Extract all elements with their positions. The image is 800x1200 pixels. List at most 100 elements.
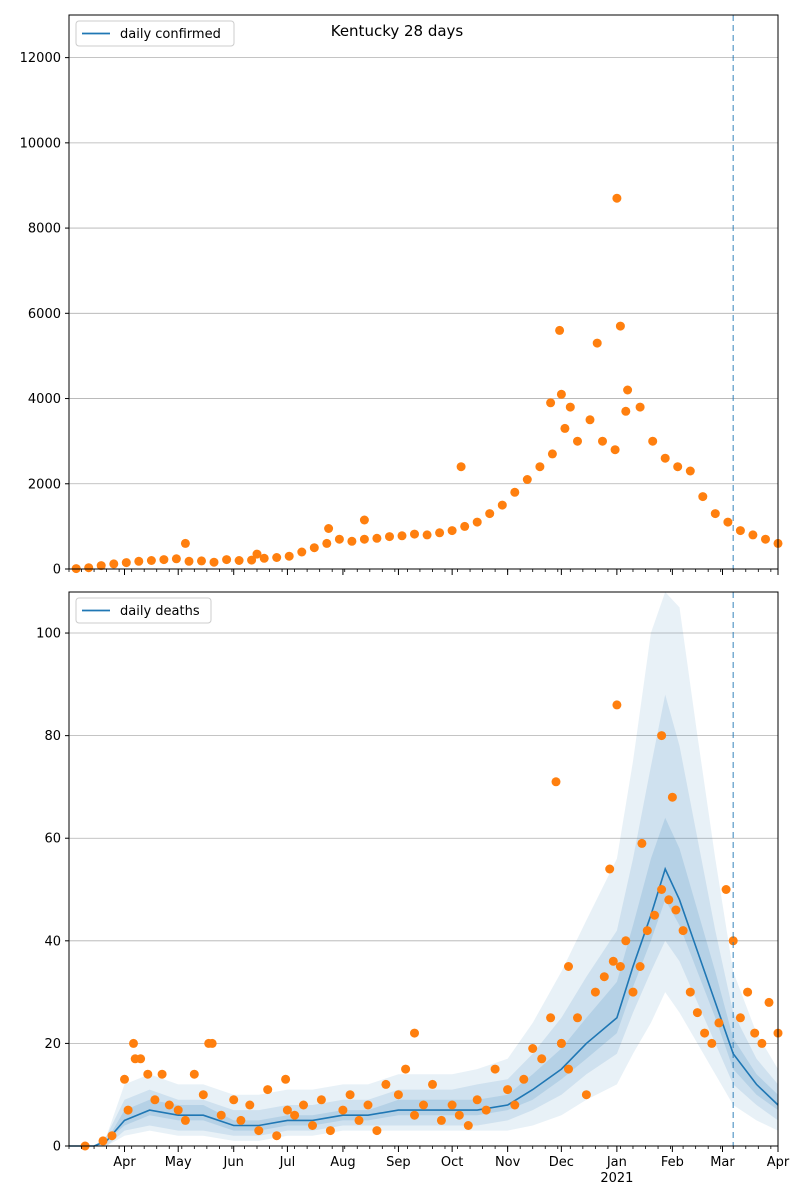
deaths-point: [546, 1013, 556, 1023]
cases-y-axis: 0 2000 4000 6000 8000 10000 12000: [20, 51, 69, 578]
cases-point: [109, 559, 119, 569]
deaths-point: [308, 1121, 317, 1130]
cases-point: [648, 436, 658, 446]
deaths-y-tick-label: 40: [44, 934, 61, 949]
deaths-point: [263, 1085, 273, 1095]
deaths-point: [150, 1095, 160, 1105]
deaths-point: [657, 731, 667, 741]
deaths-point: [551, 777, 561, 787]
cases-point: [197, 556, 206, 566]
cases-point: [447, 526, 457, 536]
cases-point: [121, 558, 131, 568]
deaths-point: [316, 1095, 326, 1105]
deaths-point: [556, 1038, 566, 1048]
cases-panel: 0 2000 4000 6000 8000 10000 12000 daily confir…: [20, 14, 783, 578]
deaths-point: [143, 1069, 153, 1079]
deaths-point: [129, 1038, 138, 1048]
deaths-y-tick-label: 100: [36, 627, 61, 642]
deaths-point: [637, 838, 647, 848]
cases-point: [359, 515, 369, 525]
deaths-point: [678, 926, 688, 936]
cases-y-tick-label: 12000: [20, 51, 61, 66]
deaths-point: [216, 1110, 226, 1120]
cases-point: [660, 453, 670, 463]
cases-point: [234, 556, 244, 565]
deaths-point: [436, 1115, 446, 1125]
deaths-point: [764, 997, 774, 1007]
deaths-year-label: 2021: [600, 1171, 633, 1186]
deaths-point: [123, 1105, 133, 1115]
deaths-point: [685, 987, 695, 997]
cases-point: [159, 555, 169, 565]
cases-y-tick-label: 8000: [28, 222, 61, 237]
deaths-point: [692, 1008, 702, 1018]
deaths-point: [714, 1018, 724, 1028]
cases-point: [334, 534, 344, 544]
deaths-point: [612, 700, 622, 710]
cases-point: [547, 449, 557, 459]
deaths-point: [721, 885, 731, 894]
deaths-x-tick-label: Dec: [549, 1155, 574, 1170]
chart-title: Kentucky 28 days: [331, 22, 464, 40]
cases-point: [535, 462, 545, 472]
cases-point: [612, 193, 622, 203]
deaths-point: [700, 1028, 710, 1038]
deaths-point: [272, 1131, 282, 1141]
cases-point: [592, 338, 602, 348]
deaths-point: [354, 1115, 364, 1125]
deaths-point: [428, 1079, 437, 1089]
deaths-legend-label: daily deaths: [120, 604, 200, 619]
deaths-point: [120, 1074, 129, 1084]
deaths-point: [204, 1038, 214, 1048]
deaths-legend: daily deaths: [75, 597, 212, 624]
deaths-point: [236, 1115, 246, 1125]
cases-point: [180, 538, 190, 548]
deaths-point: [338, 1105, 348, 1115]
deaths-point: [573, 1013, 582, 1023]
cases-point: [615, 321, 625, 331]
deaths-point: [198, 1090, 208, 1100]
cases-point: [209, 557, 219, 567]
cases-point: [222, 555, 232, 565]
cases-y-tick-label: 2000: [28, 477, 61, 492]
deaths-point: [447, 1100, 457, 1110]
deaths-axes-frame: [68, 591, 779, 1147]
cases-point: [385, 532, 394, 542]
cases-legend: daily confirmed: [75, 20, 235, 47]
deaths-y-tick-label: 60: [44, 832, 61, 847]
deaths-point: [463, 1121, 473, 1130]
deaths-point: [757, 1038, 767, 1048]
deaths-y-tick-label: 80: [44, 729, 61, 744]
deaths-point: [657, 885, 667, 894]
deaths-x-tick-label: Jul: [279, 1155, 296, 1170]
deaths-point: [664, 895, 674, 905]
deaths-x-tick-label: Oct: [441, 1155, 463, 1170]
deaths-point: [503, 1085, 513, 1095]
cases-point: [456, 462, 466, 472]
cases-point: [410, 529, 419, 539]
deaths-point: [245, 1100, 255, 1110]
cases-point: [146, 556, 156, 565]
cases-point: [565, 402, 575, 412]
deaths-point: [107, 1131, 117, 1141]
cases-point: [472, 517, 482, 527]
cases-point: [510, 487, 520, 497]
cases-point: [322, 538, 332, 548]
cases-point: [685, 466, 695, 476]
cases-point: [556, 389, 566, 399]
cases-point: [522, 475, 532, 484]
cases-point: [96, 561, 106, 571]
deaths-point: [605, 864, 615, 874]
deaths-point: [281, 1074, 291, 1084]
deaths-point: [743, 987, 753, 997]
deaths-point: [254, 1126, 264, 1136]
cases-point: [422, 530, 432, 540]
deaths-point: [325, 1126, 335, 1136]
deaths-point: [735, 1013, 745, 1023]
deaths-x-tick-label: Sep: [386, 1155, 411, 1170]
deaths-point: [229, 1095, 239, 1105]
cases-point: [259, 553, 269, 563]
deaths-point: [363, 1100, 373, 1110]
cases-point: [698, 492, 708, 502]
deaths-point: [564, 1064, 573, 1074]
